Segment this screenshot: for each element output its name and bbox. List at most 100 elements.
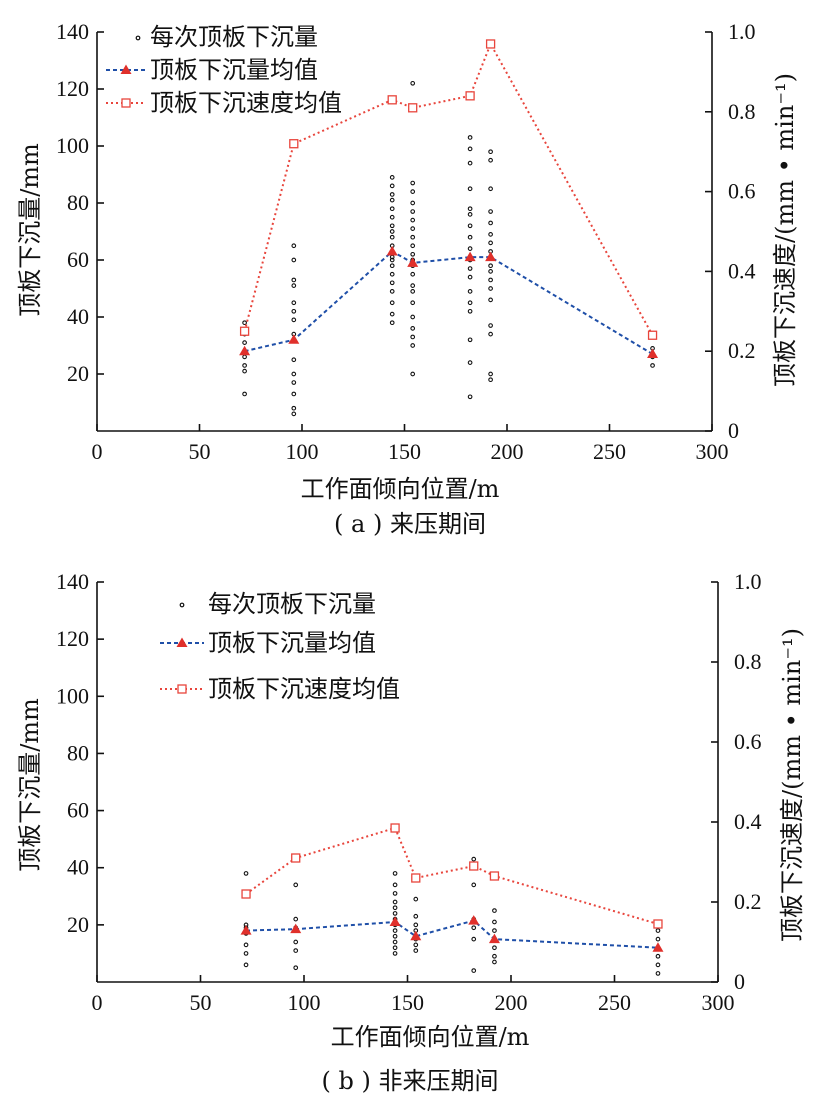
- y2-tick-label: 0.6: [728, 179, 756, 204]
- mean-marker: [647, 348, 659, 359]
- y-tick-label: 20: [67, 361, 89, 386]
- scatter-point: [392, 933, 398, 939]
- mean-marker: [488, 933, 500, 944]
- scatter-point: [410, 334, 416, 340]
- speed-marker: [411, 873, 421, 883]
- scatter-point: [467, 186, 473, 192]
- legend-b-speed-label: 顶板下沉速度均值: [208, 675, 400, 703]
- scatter-point: [488, 263, 493, 269]
- scatter-point: [291, 380, 297, 385]
- scatter-point: [467, 266, 473, 271]
- scatter-point: [389, 197, 395, 203]
- mean-series-line: [246, 919, 659, 949]
- x-tick-label: 250: [598, 990, 631, 1015]
- scatter-point: [467, 274, 473, 280]
- speed-marker: [653, 919, 663, 929]
- x-tick-label: 0: [92, 439, 103, 464]
- scatter-point: [488, 186, 493, 192]
- chart-a-legend: 每次顶板下沉量 顶板下沉量均值 顶板下沉速度均值: [106, 23, 342, 117]
- x-tick-label: 100: [286, 439, 319, 464]
- legend-b-mean-marker: [176, 637, 188, 647]
- scatter-point: [488, 220, 493, 226]
- speed-marker: [289, 139, 299, 149]
- scatter-point: [492, 919, 497, 925]
- y2-tick-label: 1.0: [728, 19, 756, 44]
- scatter-point: [467, 360, 473, 365]
- scatter-point: [410, 289, 416, 294]
- chart-a-ticks: 0 50 100 150 200 250 300 20 40 60 80 100 120 140 0 0.2 0…: [56, 19, 756, 464]
- scatter-point: [488, 371, 493, 377]
- scatter-point: [291, 405, 297, 411]
- scatter-point: [410, 209, 416, 214]
- y-tick-label: 20: [67, 912, 89, 937]
- scatter-point: [655, 953, 661, 959]
- x-tick-label: 250: [593, 439, 626, 464]
- speed-marker: [291, 853, 301, 863]
- scatter-point: [293, 916, 299, 922]
- scatter-point: [467, 135, 473, 140]
- y2-tick-label: 1.0: [734, 569, 762, 594]
- scatter-point: [410, 283, 416, 289]
- scatter-point: [389, 223, 395, 229]
- chart-a-caption: ( a ) 来压期间: [334, 510, 486, 538]
- scatter-point: [291, 300, 297, 306]
- scatter-point: [291, 243, 297, 249]
- scatter-point: [293, 939, 299, 945]
- mean-marker: [389, 916, 401, 926]
- scatter-point: [410, 314, 416, 320]
- scatter-point: [389, 254, 395, 260]
- scatter-point: [242, 391, 247, 397]
- chart-panel-b: 0 50 100 150 200 250 300 20 40 60 80 100 120 140 0 0.2 0…: [16, 569, 806, 1095]
- scatter-point: [471, 925, 477, 931]
- scatter-point: [488, 286, 493, 291]
- scatter-point: [467, 146, 473, 152]
- x-tick-label: 150: [391, 990, 424, 1015]
- scatter-point: [389, 263, 395, 269]
- mean-marker: [464, 251, 476, 262]
- scatter-point: [389, 257, 395, 263]
- chart-a-ylabel: 顶板下沉量/mm: [16, 143, 44, 317]
- x-tick-label: 200: [491, 439, 524, 464]
- y-tick-label: 40: [67, 855, 89, 880]
- y-tick-label: 100: [56, 133, 89, 158]
- scatter-point: [655, 962, 661, 968]
- y2-tick-label: 0.8: [734, 649, 762, 674]
- scatter-point: [410, 343, 416, 348]
- mean-marker: [407, 257, 419, 267]
- y-tick-label: 60: [67, 247, 89, 272]
- scatter-point: [650, 363, 655, 368]
- scatter-point: [488, 269, 493, 274]
- scatter-point: [471, 936, 477, 942]
- scatter-point: [488, 331, 493, 337]
- chart-b-xlabel: 工作面倾向位置/m: [331, 1023, 530, 1051]
- scatter-point: [410, 80, 416, 86]
- chart-b-legend: 每次顶板下沉量 顶板下沉量均值 顶板下沉速度均值: [160, 590, 400, 703]
- mean-marker: [290, 923, 302, 934]
- x-tick-label: 300: [702, 990, 735, 1015]
- speed-marker: [465, 91, 475, 101]
- legend-a-mean-marker: [120, 64, 132, 74]
- speed-marker: [469, 861, 479, 871]
- legend-a-scatter-marker: [135, 35, 141, 41]
- y-tick-label: 80: [67, 190, 89, 215]
- scatter-point: [492, 953, 497, 959]
- scatter-point: [293, 948, 299, 953]
- scatter-point: [389, 320, 395, 326]
- x-tick-label: 0: [92, 990, 103, 1015]
- y-tick-label: 80: [67, 740, 89, 765]
- scatter-point: [488, 157, 493, 163]
- scatter-point: [389, 311, 395, 317]
- y2-tick-label: 0.8: [728, 99, 756, 124]
- scatter-point: [488, 149, 493, 155]
- speed-marker: [485, 39, 496, 49]
- scatter-point: [392, 891, 398, 896]
- mean-marker: [485, 251, 497, 262]
- scatter-point: [392, 951, 398, 956]
- scatter-point: [410, 200, 416, 206]
- chart-b-ticks: 0 50 100 150 200 250 300 20 40 60 80 100 120 140 0 0.2 0…: [56, 569, 762, 1015]
- chart-b-lines: [240, 823, 664, 952]
- speed-marker: [647, 330, 658, 340]
- scatter-point: [392, 871, 398, 876]
- scatter-point: [410, 234, 416, 240]
